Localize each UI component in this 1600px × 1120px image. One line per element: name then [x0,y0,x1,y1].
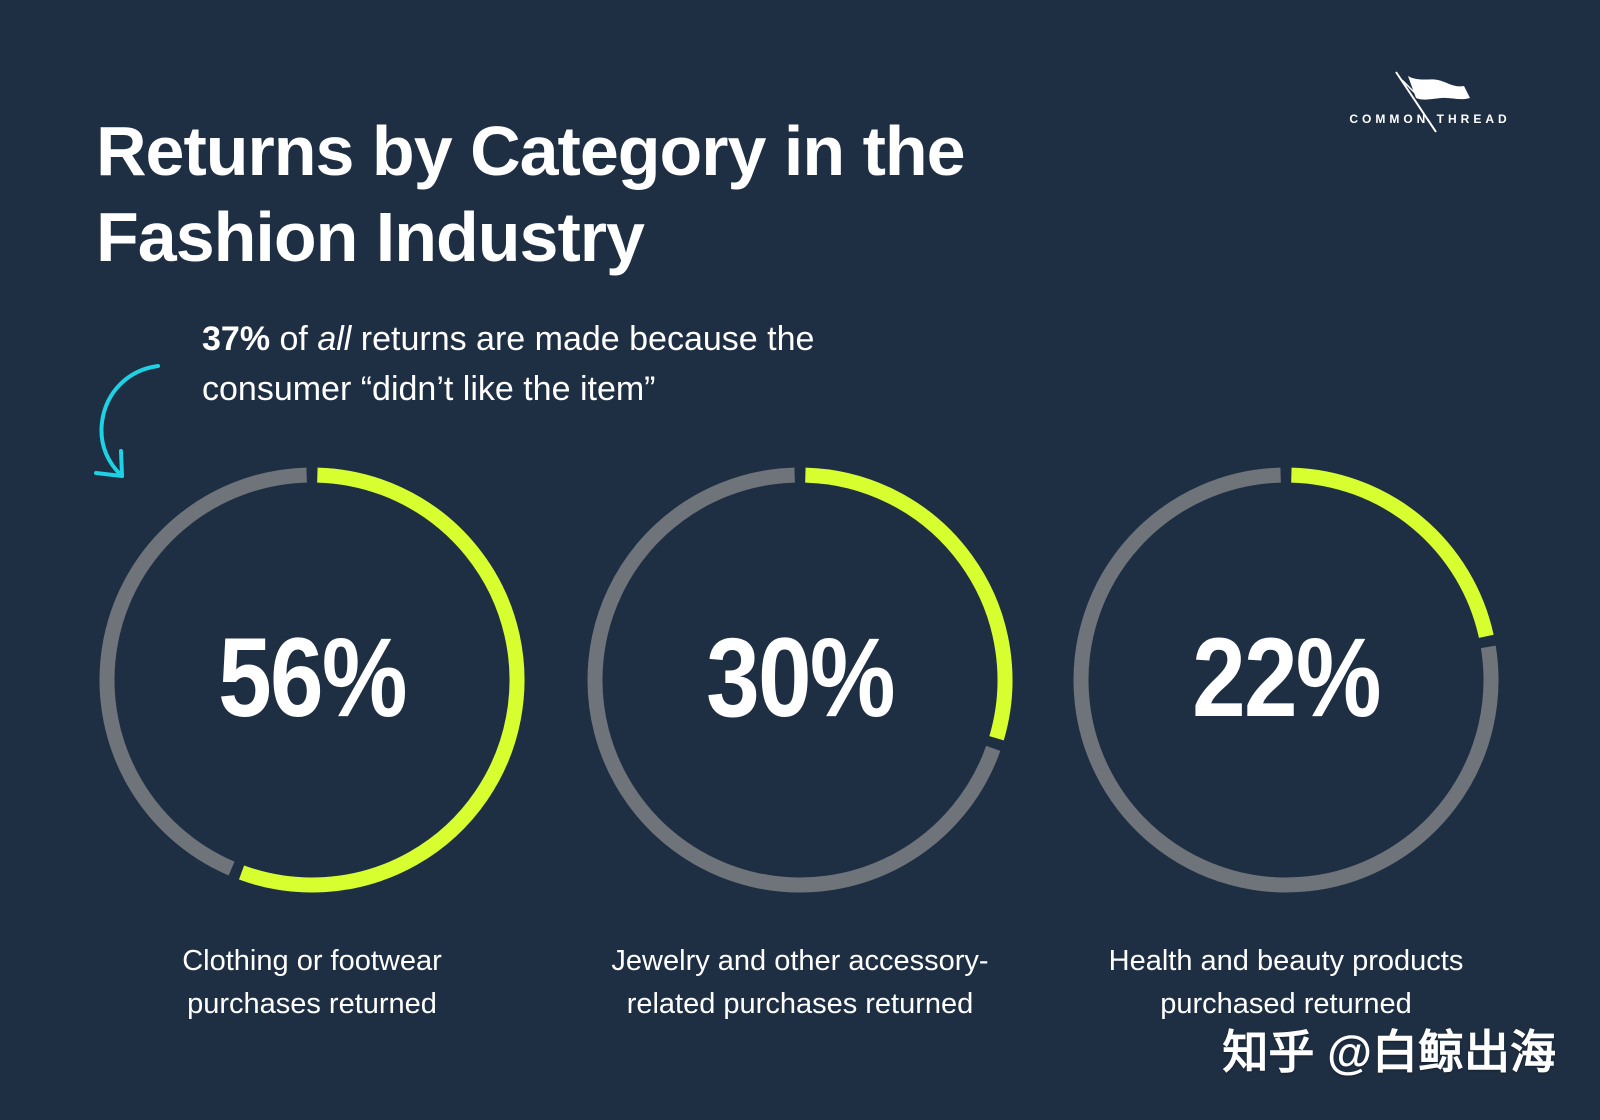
brand-logo: COMMON THREAD [1330,68,1530,138]
callout-text-part-2: returns are made because the [351,320,815,358]
donut-value-arc [1291,467,1494,638]
donut-percent-label: 56% [218,615,407,740]
watermark-text: 知乎 @白鲸出海 [1222,1026,1556,1078]
donut-remainder-arc [587,467,1001,893]
page-title: Returns by Category in the Fashion Indus… [96,108,1136,280]
donut-value-arc [238,467,525,893]
caption-line-2: related purchases returned [626,988,974,1020]
callout-text: 37% of all returns are made because the … [202,314,1002,414]
donut-card-clothing: 56% [92,460,532,900]
donut-card-health-beauty: 22% [1066,460,1506,900]
donut-percent-label: 22% [1192,615,1381,740]
caption-line-1: Clothing or footwear [182,945,442,977]
caption-line-1: Health and beauty products [1108,945,1464,977]
callout-text-part-1: of [270,320,318,358]
caption-line-1: Jewelry and other accessory- [611,945,989,977]
title-line-2: Fashion Industry [96,198,645,276]
caption-line-2: purchased returned [1160,988,1412,1020]
donut-value-arc [805,467,1013,741]
donut-remainder-arc [99,467,307,876]
callout-stat: 37% [202,320,271,358]
caption-health-beauty: Health and beauty products purchased ret… [1036,940,1536,1026]
donut-chart-health-beauty [1073,467,1499,893]
title-line-1: Returns by Category in the [96,112,966,190]
donut-chart-clothing [99,467,525,893]
donut-chart-jewelry [587,467,1013,893]
callout-text-part-3: consumer “didn’t like the item” [202,370,656,408]
flag-needle-icon [1395,71,1470,133]
donut-remainder-arc [1073,467,1499,893]
logo-text: COMMON THREAD [1349,112,1511,126]
caption-clothing: Clothing or footwear purchases returned [62,940,562,1026]
donut-card-jewelry: 30% [580,460,1020,900]
caption-jewelry: Jewelry and other accessory- related pur… [550,940,1050,1026]
callout-emphasis: all [317,320,352,358]
donut-percent-label: 30% [706,615,895,740]
caption-line-2: purchases returned [187,988,437,1020]
curved-arrow-icon [94,364,160,478]
